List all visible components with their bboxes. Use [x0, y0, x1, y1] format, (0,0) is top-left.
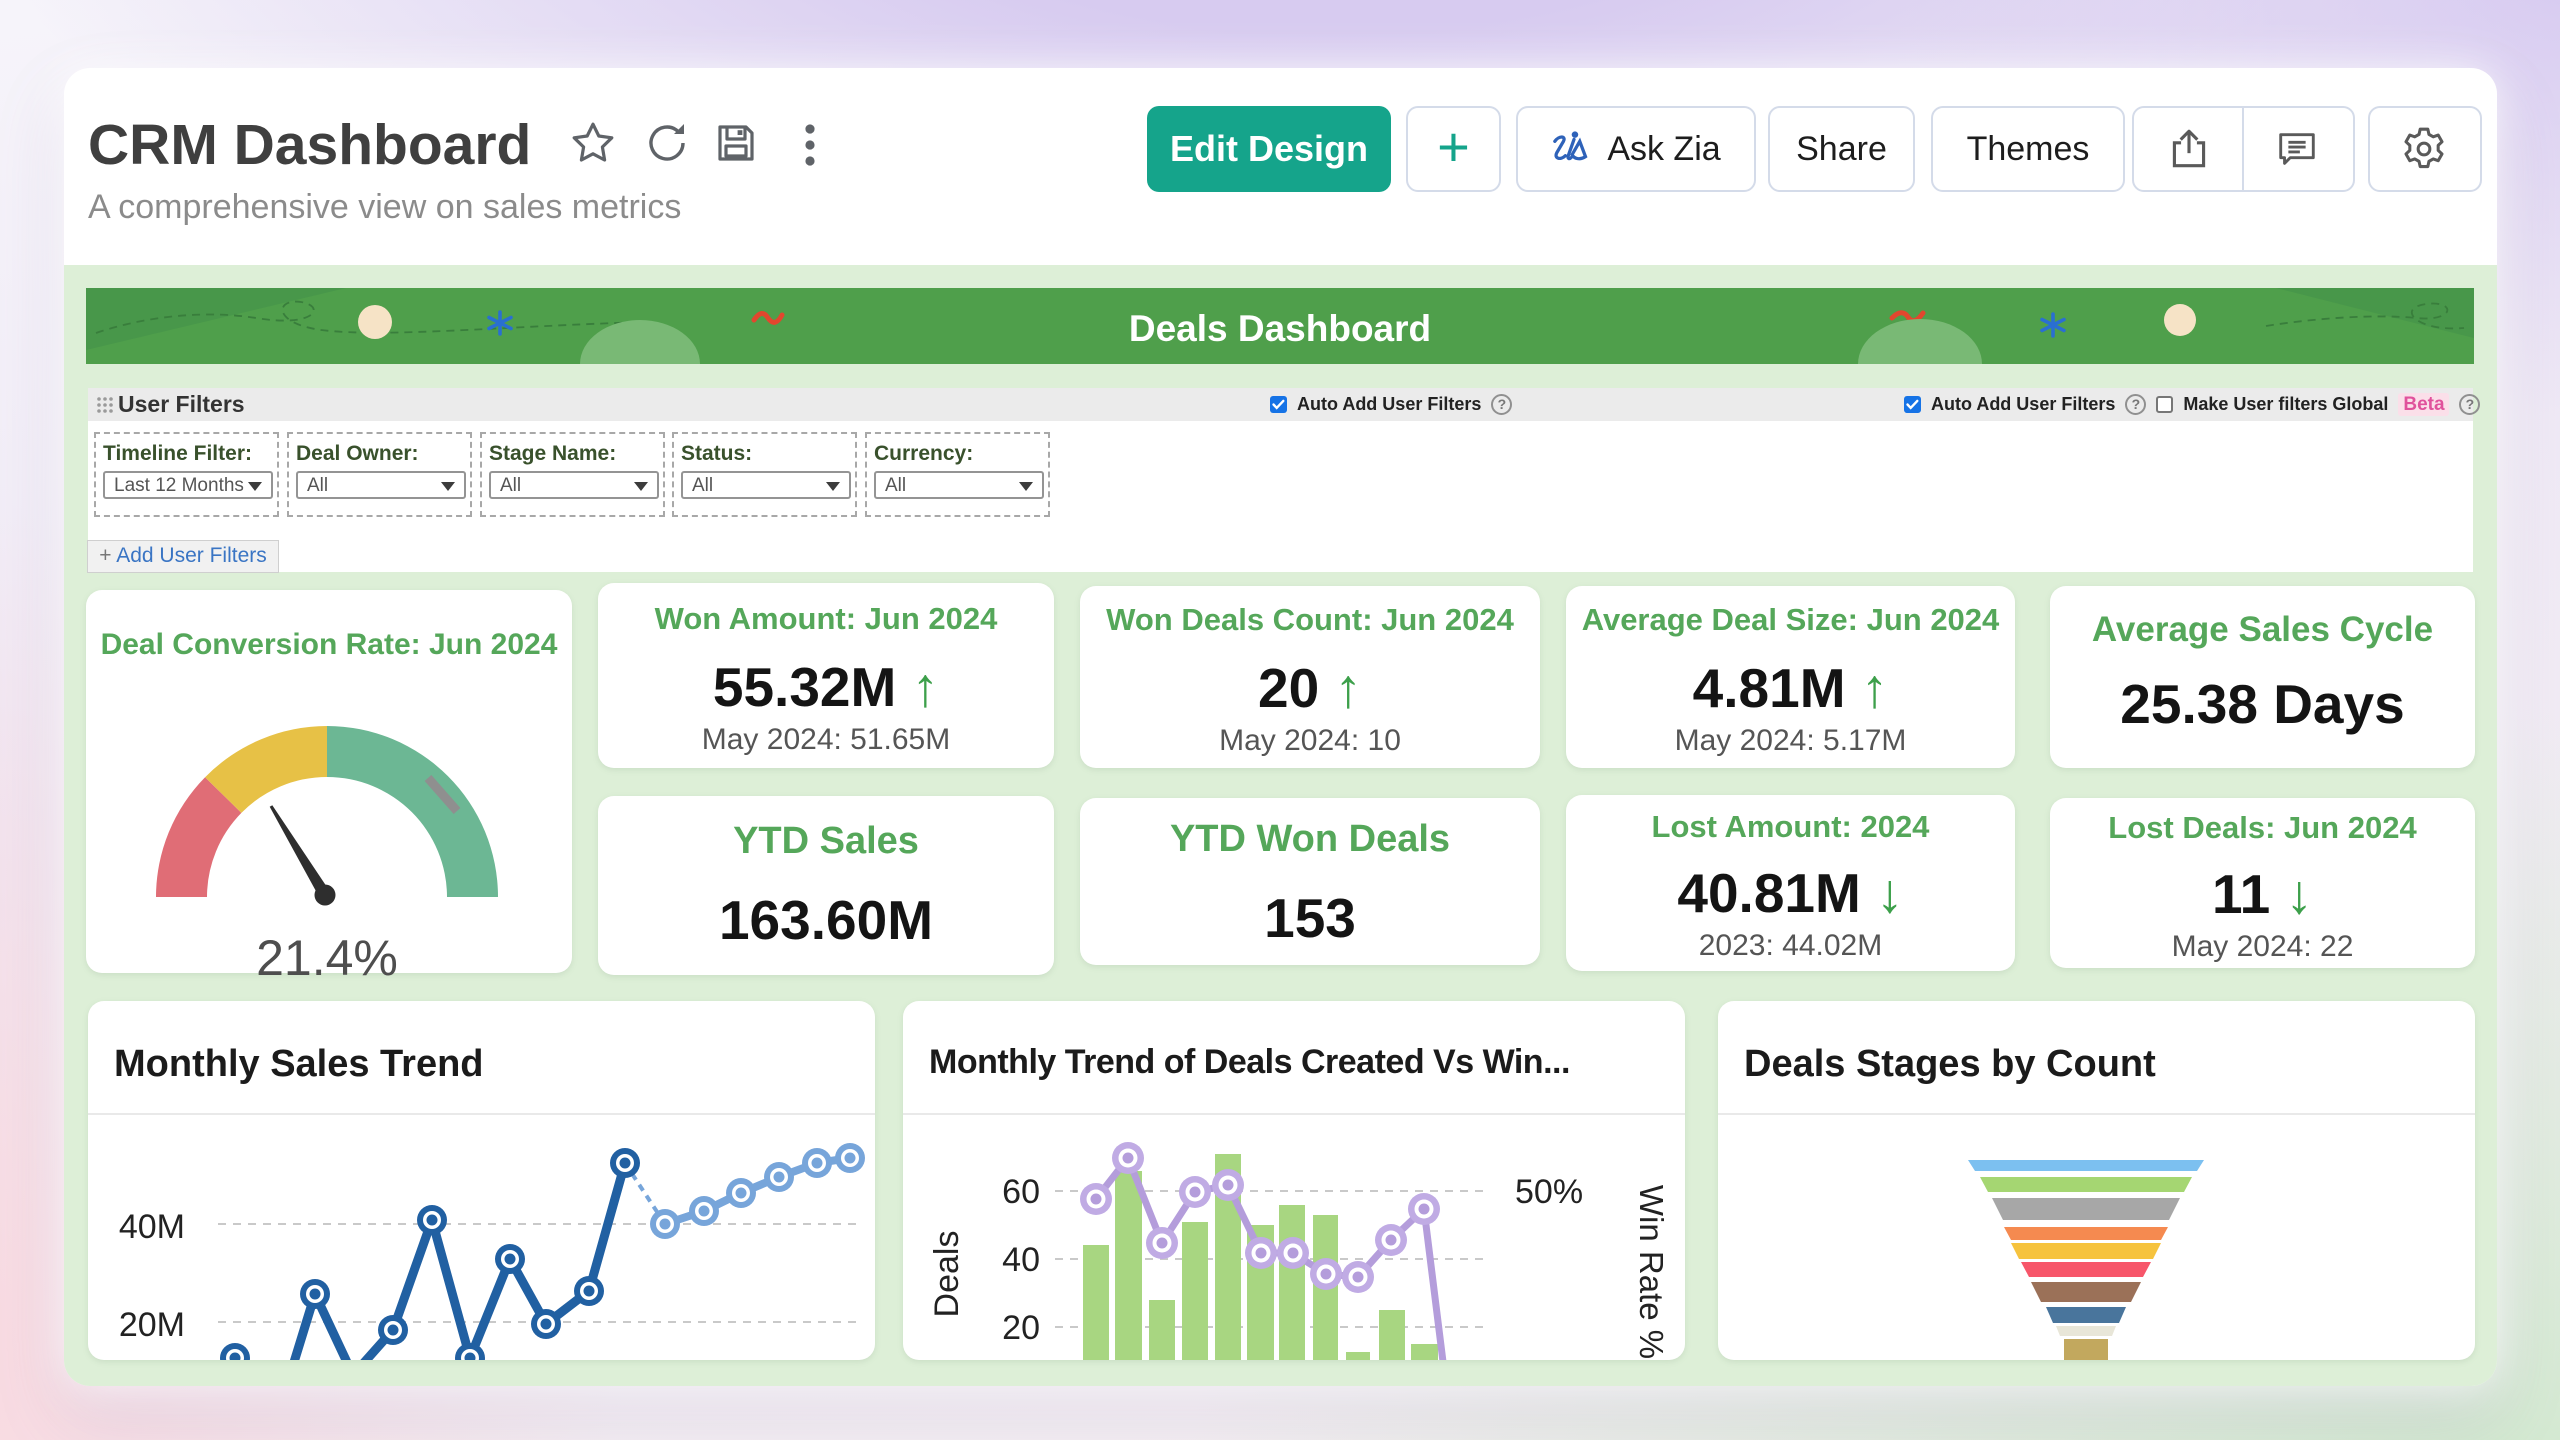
svg-text:60: 60	[1002, 1173, 1040, 1211]
svg-text:40M: 40M	[119, 1208, 185, 1246]
svg-text:21.4%: 21.4%	[256, 930, 398, 985]
svg-text:40: 40	[1002, 1241, 1040, 1279]
svg-text:Win Rate %: Win Rate %	[1633, 1185, 1670, 1359]
svg-text:50%: 50%	[1515, 1173, 1583, 1211]
svg-text:Deals: Deals	[928, 1231, 966, 1318]
svg-text:20: 20	[1002, 1309, 1040, 1347]
svg-text:20M: 20M	[119, 1306, 185, 1344]
